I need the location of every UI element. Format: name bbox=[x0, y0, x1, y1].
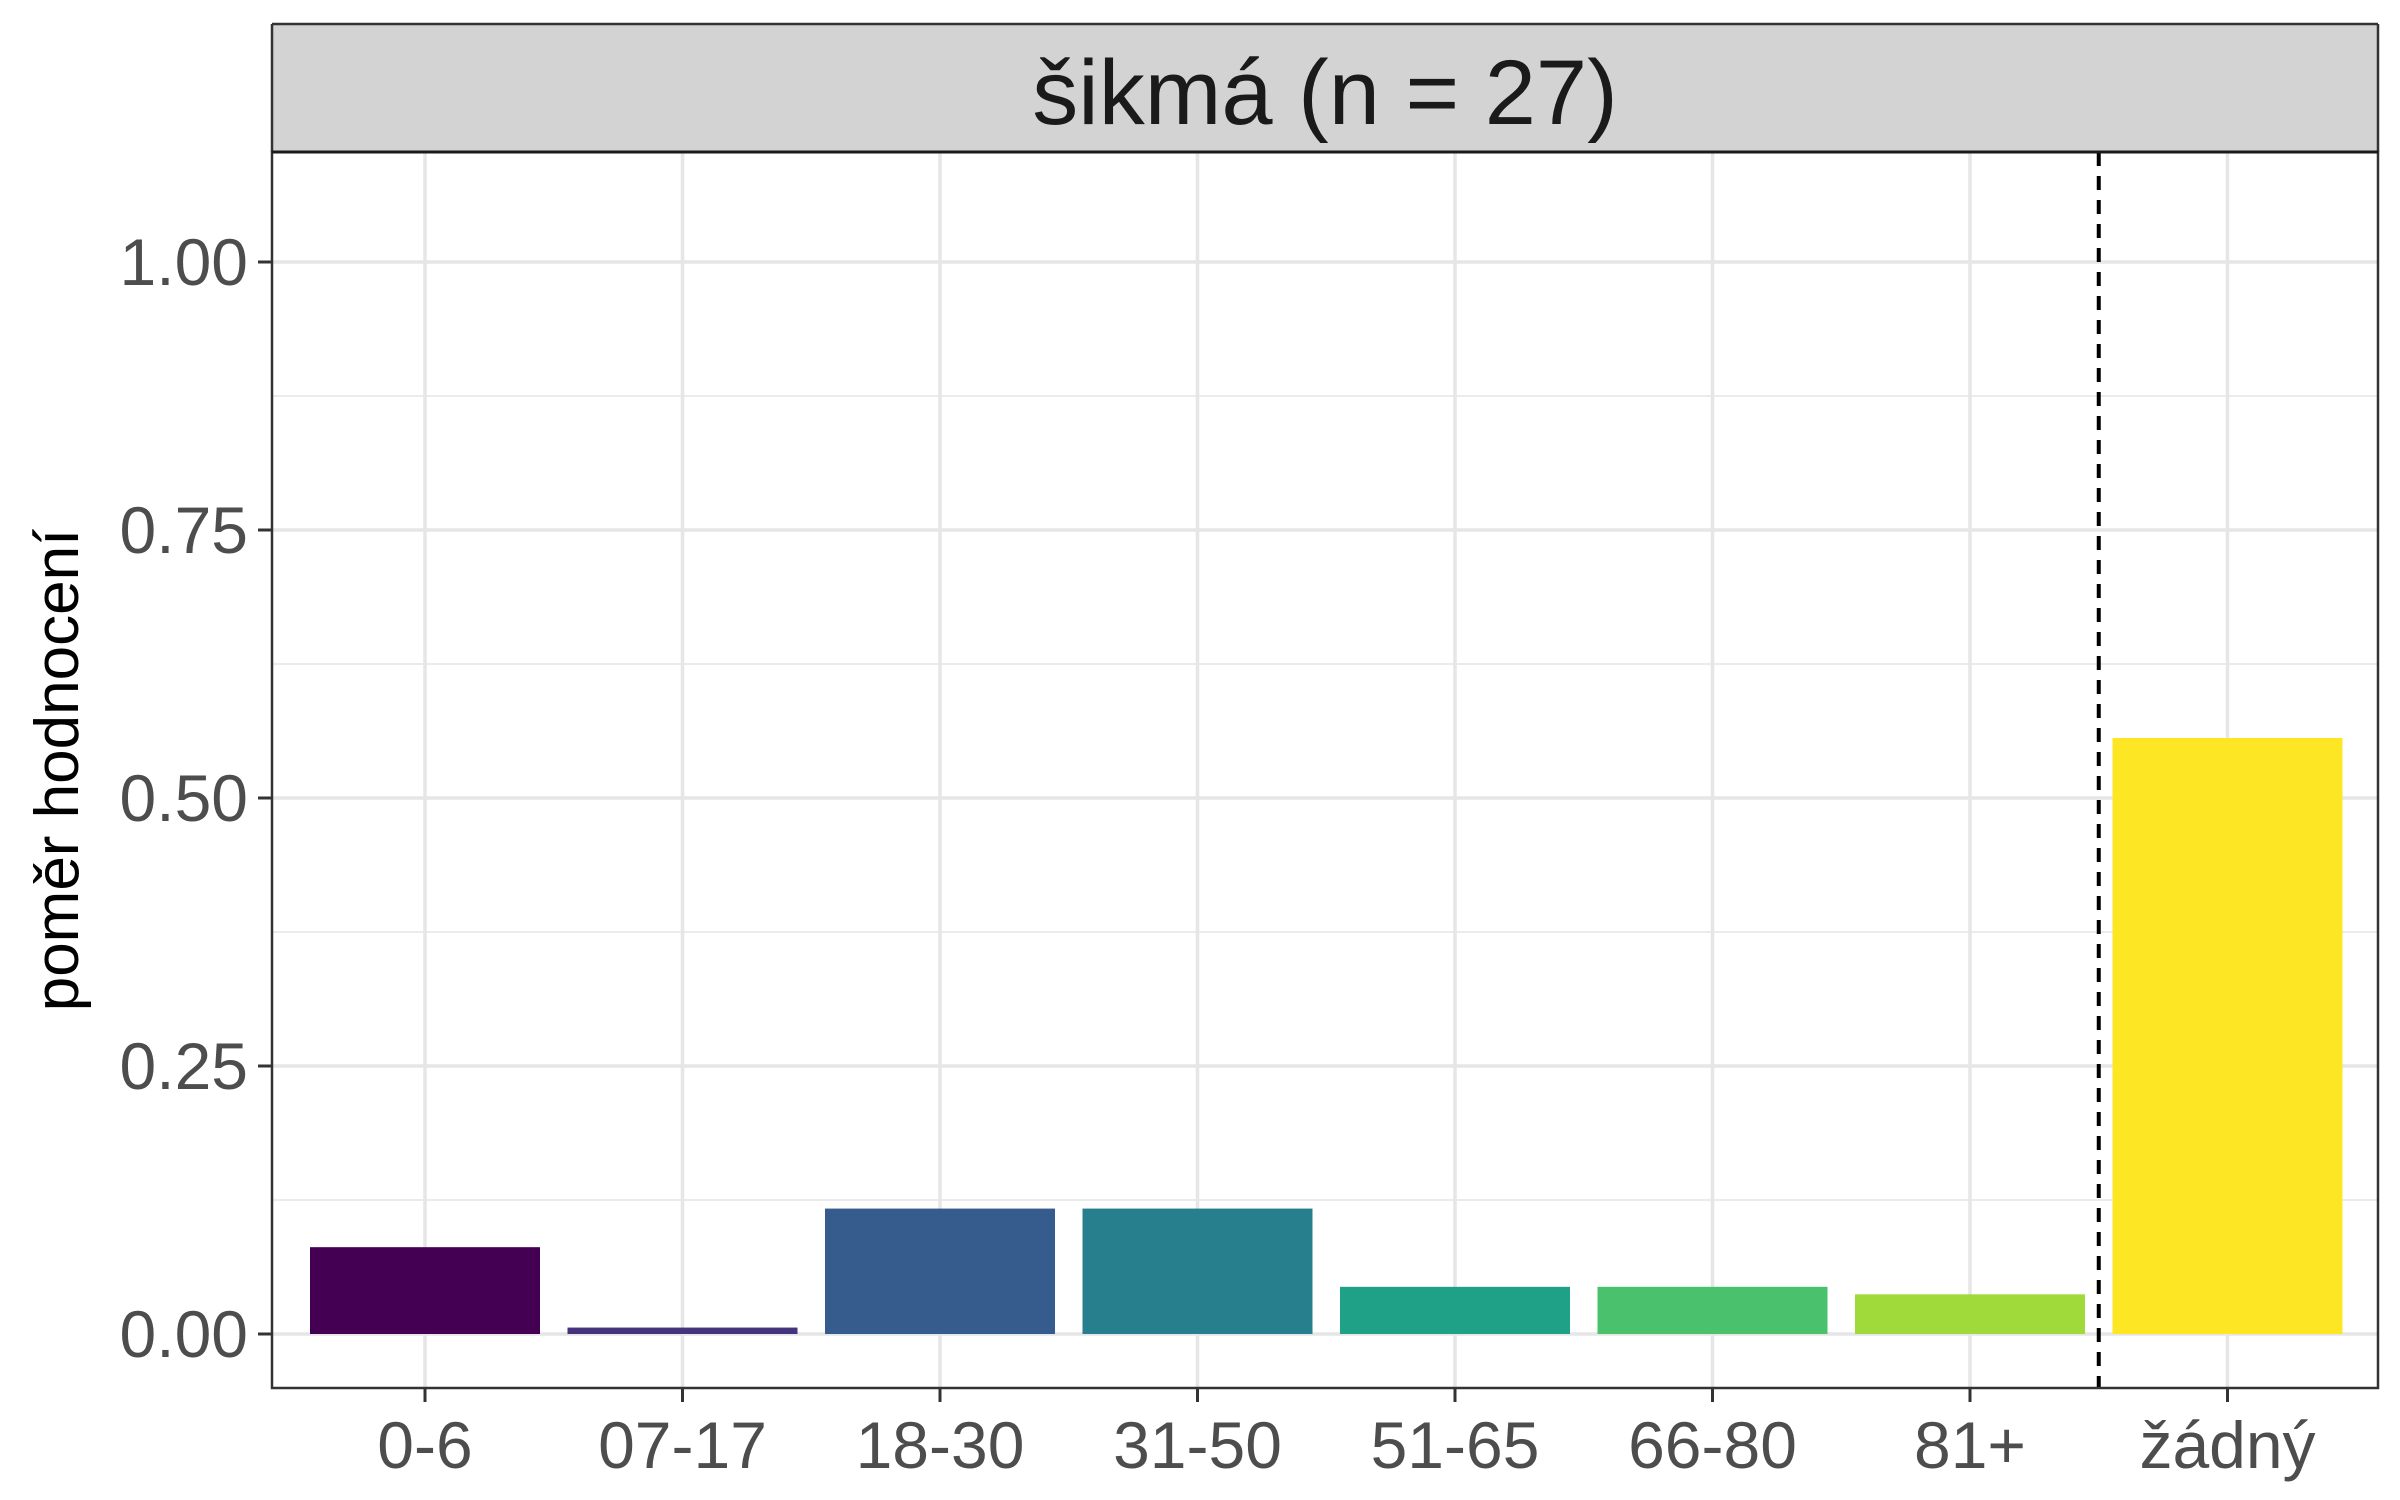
bar-51-65 bbox=[1340, 1286, 1570, 1334]
y-tick-label: 1.00 bbox=[120, 225, 248, 299]
bar-0-6 bbox=[310, 1247, 540, 1334]
bar-18-30 bbox=[825, 1208, 1055, 1334]
y-tick-label: 0.75 bbox=[120, 493, 248, 567]
y-tick-label: 0.00 bbox=[120, 1297, 248, 1371]
bar-žádný bbox=[2112, 737, 2343, 1334]
facet-strip bbox=[272, 24, 2378, 152]
bar-31-50 bbox=[1082, 1208, 1313, 1334]
bar-07-17 bbox=[567, 1327, 798, 1334]
y-tick-label: 0.25 bbox=[120, 1029, 248, 1103]
x-tick-label: 0-6 bbox=[377, 1408, 472, 1482]
bar-66-80 bbox=[1597, 1286, 1828, 1334]
y-axis-title: poměr hodnocení bbox=[23, 529, 92, 1012]
x-tick-label: 31-50 bbox=[1113, 1408, 1282, 1482]
x-tick-label: 81+ bbox=[1914, 1408, 2026, 1482]
y-tick-label: 0.50 bbox=[120, 761, 248, 835]
bars bbox=[310, 737, 2343, 1334]
bar-81+ bbox=[1855, 1294, 2085, 1334]
x-axis: 0-6 07-17 18-30 31-50 51-65 66-80 81+ žádný bbox=[377, 1388, 2316, 1482]
x-tick-label: 66-80 bbox=[1628, 1408, 1797, 1482]
x-tick-label: 51-65 bbox=[1371, 1408, 1540, 1482]
y-axis: 0.00 0.25 0.50 0.75 1.00 bbox=[120, 225, 272, 1371]
x-tick-label: 18-30 bbox=[856, 1408, 1025, 1482]
x-tick-label: žádný bbox=[2139, 1408, 2315, 1482]
facet-title: šikmá (n = 27) bbox=[1032, 42, 1617, 144]
x-tick-label: 07-17 bbox=[598, 1408, 767, 1482]
